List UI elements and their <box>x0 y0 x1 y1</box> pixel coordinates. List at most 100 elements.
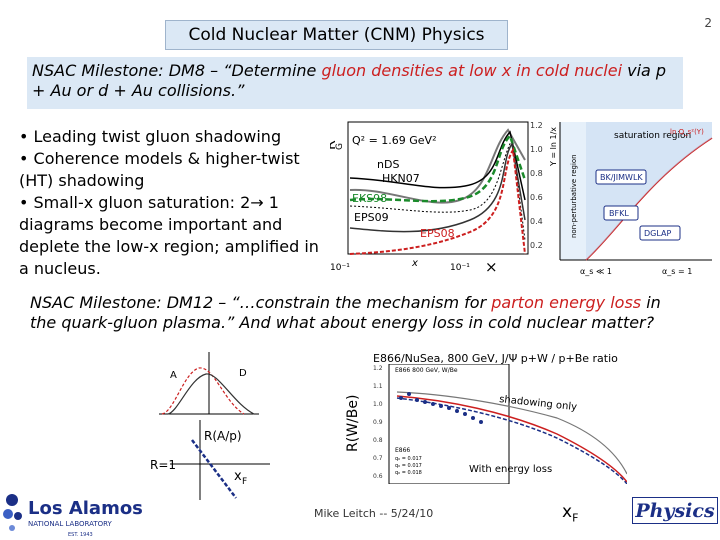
lanl-name: Los Alamos <box>28 498 143 519</box>
legend-title: E866 <box>395 447 410 454</box>
y-tick: 1.2 <box>373 365 383 372</box>
label-eks98: EKS98 <box>352 192 387 205</box>
label-qs-curve: ln Q_s²(Y) <box>670 128 704 136</box>
milestone-dm12: NSAC Milestone: DM12 – “…constrain the m… <box>30 293 690 333</box>
y-tick: 0.2 <box>530 241 543 250</box>
xf-distribution-schematic: A D <box>159 352 259 415</box>
label-d: D <box>239 368 247 379</box>
label-saturation: saturation region <box>614 131 691 141</box>
physics-logo: Physics <box>632 497 718 524</box>
y-tick: 1.0 <box>530 145 543 154</box>
y-tick: 0.8 <box>530 169 543 178</box>
y-tick: 0.8 <box>373 437 383 444</box>
legend-item: q₀ = 0.017 <box>395 456 422 462</box>
data-point <box>463 412 467 416</box>
ylabel-r: R <box>330 140 339 150</box>
x-tick-2: 10⁻¹ <box>450 263 470 272</box>
y-tick: 1.1 <box>373 383 383 390</box>
label-xf-sub: F <box>242 477 247 487</box>
y-tick: 0.9 <box>373 419 383 426</box>
x-tick-1: 10⁻¹ <box>330 263 350 272</box>
label-a: A <box>170 370 177 381</box>
milestone-dm8: NSAC Milestone: DM8 – “Determine gluon d… <box>27 57 683 109</box>
label-r1: R=1 <box>150 458 176 472</box>
label-ratio: R(A/p) <box>204 429 242 443</box>
label-shadowing-only: shadowing only <box>499 394 578 413</box>
saturation-region-fill <box>586 122 712 260</box>
y-tick: 0.6 <box>373 473 383 480</box>
curve-a <box>167 373 255 415</box>
milestone-dm8-pre: Determine <box>231 61 322 80</box>
footer-author: Mike Leitch -- 5/24/10 <box>314 507 434 520</box>
gluon-shadowing-plot: R Pb G Q² = 1.69 GeV² nDS HKN07 EKS98 EP… <box>330 121 529 272</box>
y-tick: 1.2 <box>530 121 543 130</box>
e866-xlabel-x: x <box>562 502 573 522</box>
data-point <box>455 409 459 413</box>
curve-energy-loss <box>396 395 627 483</box>
milestone-dm12-lead: NSAC Milestone: DM12 – “…constrain the m… <box>30 293 492 312</box>
legend-item: q₀ = 0.018 <box>395 470 422 476</box>
inset-title: E866 800 GeV, W/Be <box>395 367 458 374</box>
bullet-item: • Small-x gluon saturation: 2→ 1 diagram… <box>19 193 319 278</box>
lanl-emblem-icon <box>3 494 22 531</box>
y-tick: 0.6 <box>530 193 543 202</box>
curve-hkn07 <box>349 138 526 241</box>
curve-energy-loss-2 <box>396 397 627 484</box>
e866-data-points <box>399 392 483 424</box>
q2-label: Q² = 1.69 GeV² <box>352 134 437 147</box>
label-nds: nDS <box>377 158 399 171</box>
los-alamos-logo: Los Alamos NATIONAL LABORATORY EST. 1943 <box>3 494 143 538</box>
badge-bfkl <box>603 205 639 221</box>
label-eps09: EPS09 <box>354 211 389 224</box>
e866-caption: E866/NuSea, 800 GeV, J/Ψ p+W / p+Be rati… <box>373 352 618 365</box>
nonpert-band <box>560 122 586 260</box>
lanl-sub: NATIONAL LABORATORY <box>28 520 113 528</box>
slide-title-text: Cold Nuclear Matter (CNM) Physics <box>188 25 485 45</box>
y-tick: 0.4 <box>530 217 543 226</box>
ylabel-sub: G <box>335 143 345 150</box>
e866-xlabel-sub: F <box>572 511 579 525</box>
label-bfkl: BFKL <box>609 209 629 218</box>
milestone-dm8-highlight: gluon densities at low x in cold nuclei <box>321 61 623 80</box>
data-point <box>431 402 435 406</box>
xlabel-right: α_s = 1 <box>662 267 692 276</box>
curve-eps08 <box>349 147 526 255</box>
label-xf: x <box>234 469 242 484</box>
curve-eps09 <box>349 142 526 233</box>
y-tick: 1.0 <box>373 401 383 408</box>
e866-frame <box>388 364 510 484</box>
x-mark: × <box>485 258 498 272</box>
lanl-est: EST. 1943 <box>68 532 93 538</box>
y-tick: 0.7 <box>373 455 383 462</box>
data-point <box>447 406 451 410</box>
e866-ratio-plot: 1.2 1.1 1.0 0.9 0.8 0.7 0.6 E866 800 GeV… <box>373 364 627 484</box>
nonpert-label: non-perturbative region <box>570 154 578 238</box>
label-bk: BK/JIMWLK <box>600 173 643 182</box>
xlabel-left: α_s ≪ 1 <box>580 267 612 276</box>
slide-title: Cold Nuclear Matter (CNM) Physics <box>165 20 508 50</box>
saturation-diagram: 1.2 1.0 0.8 0.6 0.4 0.2 Y = ln 1/x non-p… <box>530 121 713 276</box>
milestone-dm8-lead: NSAC Milestone: DM8 – “ <box>32 61 232 80</box>
label-eps08: EPS08 <box>420 227 455 240</box>
milestone-dm12-highlight: parton energy loss <box>491 293 642 312</box>
badge-dglap <box>639 225 681 241</box>
label-energy-loss: With energy loss <box>469 464 552 475</box>
milestone-dm8-post: via p + Au or d + Au collisions.” <box>32 61 667 100</box>
badge-bk <box>595 169 647 185</box>
e866-ylabel: R(W/Be) <box>345 394 361 452</box>
curve-nds <box>349 130 526 201</box>
curve-shadowing <box>396 391 627 475</box>
data-point <box>439 404 443 408</box>
data-point <box>479 420 483 424</box>
data-point <box>423 400 427 404</box>
x-axis-label: x <box>411 258 418 269</box>
label-hkn07: HKN07 <box>382 172 420 185</box>
ratio-schematic: R(A/p) R=1 x F <box>150 420 270 500</box>
curve-d <box>161 367 245 415</box>
data-point <box>399 396 403 400</box>
label-dglap: DGLAP <box>644 229 671 238</box>
ratio-line <box>191 439 237 499</box>
curve-eks98 <box>349 133 527 203</box>
milestone-dm12-post: in the quark-gluon plasma.” And what abo… <box>30 293 661 332</box>
ylabel-lny: Y = ln 1/x <box>549 127 558 167</box>
